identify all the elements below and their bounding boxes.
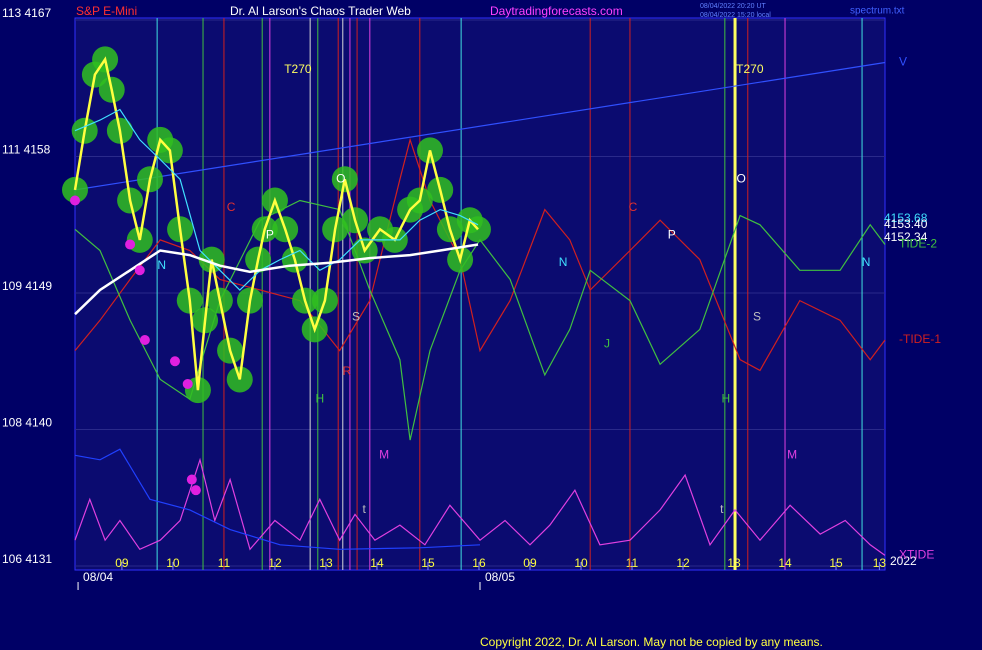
dot xyxy=(70,195,80,206)
date-label: 08/05 xyxy=(485,570,515,584)
chart-title: Dr. Al Larson's Chaos Trader Web xyxy=(230,4,411,18)
x-tick-label: 15 xyxy=(421,556,435,570)
annotation: M xyxy=(379,447,389,461)
annotation: N xyxy=(157,258,166,272)
dot xyxy=(125,239,136,250)
series-line xyxy=(74,61,886,191)
dot xyxy=(190,485,201,496)
x-tick-label: 10 xyxy=(574,556,588,570)
site: Daytradingforecasts.com xyxy=(490,4,623,18)
annotation: H xyxy=(722,391,731,405)
x-tick-label: 15 xyxy=(829,556,843,570)
y-tick-label: 106 4131 xyxy=(2,552,52,566)
x-tick-label: 09 xyxy=(115,556,129,570)
series-label: V xyxy=(899,55,907,69)
x-tick-label: 16 xyxy=(472,556,486,570)
x-tick-label: 12 xyxy=(268,556,282,570)
annotation: C xyxy=(629,200,638,214)
y-tick-label: 111 4158 xyxy=(2,143,51,157)
annotation: P xyxy=(266,228,274,242)
annotation: t xyxy=(363,502,367,516)
dot xyxy=(182,379,193,389)
series-label: TIDE-2 xyxy=(899,237,937,251)
series-line xyxy=(74,448,481,550)
series-line xyxy=(73,56,479,391)
instrument: S&P E-Mini xyxy=(76,4,137,18)
annotation: C xyxy=(227,200,236,214)
annotation: N xyxy=(559,255,568,269)
price-label: 4152.34 xyxy=(884,230,928,244)
annotation: N xyxy=(862,255,871,269)
x-tick-label: 11 xyxy=(626,556,639,570)
x-tick-label: 10 xyxy=(166,556,180,570)
series-label: -TIDE-1 xyxy=(899,332,941,346)
dot xyxy=(169,356,180,367)
year: 2022 xyxy=(890,554,917,568)
file: spectrum.txt xyxy=(850,6,905,17)
price-label: 4153.68 xyxy=(884,211,928,225)
dot xyxy=(134,265,145,276)
annotation: R xyxy=(343,364,352,378)
x-tick-label: 13 xyxy=(873,556,887,570)
annotation: T270 xyxy=(284,62,312,76)
dot xyxy=(139,335,150,346)
y-tick-label: 113 4167 xyxy=(2,6,51,20)
annotation: S xyxy=(352,309,360,323)
dot xyxy=(186,474,197,485)
annotation: H xyxy=(316,391,325,405)
x-tick-label: 14 xyxy=(370,556,384,570)
stamp: 08/04/2022 20:20 UT xyxy=(700,3,766,10)
annotation: S xyxy=(753,309,761,323)
series-label: XTIDE xyxy=(899,548,934,562)
copyright: Copyright 2022, Dr. Al Larson. May not b… xyxy=(480,635,823,649)
y-tick-label: 108 4140 xyxy=(2,416,52,430)
annotation: P xyxy=(668,228,676,242)
price-label: 4153.40 xyxy=(884,217,928,231)
annotation: M xyxy=(787,447,797,461)
annotation: O xyxy=(336,171,345,185)
date-label: 08/04 xyxy=(83,570,113,584)
y-tick-label: 109 4149 xyxy=(2,279,52,293)
series-line xyxy=(74,457,886,556)
x-tick-label: 13 xyxy=(319,556,333,570)
x-tick-label: 12 xyxy=(676,556,690,570)
series-line xyxy=(74,243,479,316)
x-tick-label: 09 xyxy=(523,556,537,570)
series-line xyxy=(74,108,479,291)
annotation: J xyxy=(604,337,610,351)
annotation: T270 xyxy=(736,62,764,76)
annotation: t xyxy=(720,502,724,516)
stamp: 08/04/2022 15:20 local xyxy=(700,12,771,19)
annotation: O xyxy=(736,171,745,185)
